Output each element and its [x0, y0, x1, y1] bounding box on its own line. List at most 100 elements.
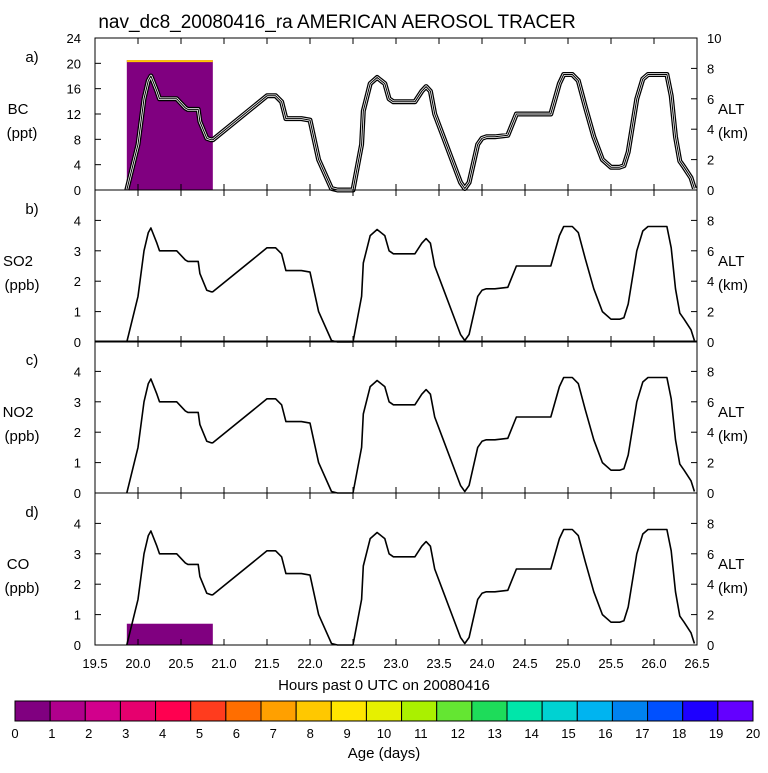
- colorbar-tick-label: 2: [85, 726, 92, 741]
- colorbar-tick-label: 11: [414, 726, 428, 741]
- y-tick-label: 1: [74, 456, 81, 471]
- alt-tick-label: 0: [707, 486, 714, 501]
- colorbar-swatch: [682, 700, 719, 722]
- colorbar-label: Age (days): [348, 745, 421, 762]
- y-axis-unit: (ppt): [7, 125, 38, 142]
- colorbar-swatch: [295, 700, 332, 722]
- colorbar-tick-label: 15: [561, 726, 575, 741]
- colorbar-swatch: [401, 700, 438, 722]
- colorbar-tick-label: 4: [159, 726, 166, 741]
- alt-tick-label: 0: [707, 638, 714, 653]
- altitude-line: [126, 225, 696, 343]
- colorbar-tick-label: 3: [122, 726, 129, 741]
- y-tick-label: 3: [74, 547, 81, 562]
- y-tick-label: 2: [74, 577, 81, 592]
- colorbar-tick-label: 12: [451, 726, 465, 741]
- y-tick-label: 4: [74, 516, 81, 531]
- colorbar-swatch: [717, 700, 754, 722]
- y-tick-label: 0: [74, 638, 81, 653]
- x-tick-label: 22.0: [297, 656, 322, 671]
- x-tick-label: 21.0: [211, 656, 236, 671]
- panel-id: b): [25, 201, 38, 218]
- panel-id: a): [25, 49, 38, 66]
- alt-axis-label: ALT: [718, 556, 744, 573]
- colorbar-tick-label: 0: [11, 726, 18, 741]
- colorbar-swatch: [611, 700, 649, 722]
- colorbar-swatch: [330, 700, 367, 722]
- colorbar-tick-label: 19: [709, 726, 723, 741]
- alt-tick-label: 4: [707, 122, 714, 137]
- y-tick-label: 24: [67, 31, 81, 46]
- y-tick-label: 4: [74, 158, 81, 173]
- colorbar-swatch: [49, 700, 86, 722]
- colorbar-swatch: [576, 700, 613, 722]
- age-colorbar: 0 1 2 3 4 5 6 7 8 9 10 11 12 13 14 15 16 17 18 19 20: [11, 700, 760, 741]
- colorbar-swatch: [119, 700, 157, 722]
- x-tick-label: 21.5: [254, 656, 279, 671]
- tracer-bar: [126, 623, 213, 645]
- y-axis-label: NO2: [3, 404, 34, 421]
- colorbar-tick-label: 7: [270, 726, 277, 741]
- alt-tick-label: 2: [707, 153, 714, 168]
- y-axis-unit: (ppb): [4, 580, 39, 597]
- alt-tick-label: 2: [707, 305, 714, 320]
- panels: 048121620240246810a)BC(ppt)ALT(km)012340…: [3, 31, 748, 671]
- alt-axis-unit: (km): [718, 125, 748, 142]
- alt-axis-unit: (km): [718, 277, 748, 294]
- x-tick-label: 26.0: [641, 656, 666, 671]
- y-tick-label: 0: [74, 486, 81, 501]
- panel-frame: [94, 340, 698, 494]
- y-axis-label: SO2: [3, 253, 33, 270]
- alt-tick-label: 4: [707, 425, 714, 440]
- y-tick-label: 8: [74, 132, 81, 147]
- colorbar-swatch: [190, 700, 227, 722]
- y-tick-label: 4: [74, 364, 81, 379]
- colorbar-tick-label: 16: [598, 726, 612, 741]
- x-tick-label: 23.0: [383, 656, 408, 671]
- alt-axis-label: ALT: [718, 253, 744, 270]
- colorbar-tick-label: 14: [524, 726, 538, 741]
- colorbar-tick-label: 1: [48, 726, 55, 741]
- y-tick-label: 1: [74, 305, 81, 320]
- panel-frame: [94, 189, 698, 343]
- alt-tick-label: 6: [707, 92, 714, 107]
- colorbar-swatch: [436, 700, 473, 722]
- x-tick-label: 24.5: [512, 656, 537, 671]
- x-tick-label: 26.5: [684, 656, 709, 671]
- y-tick-label: 1: [74, 608, 81, 623]
- altitude-line: [126, 528, 696, 646]
- panel-id: d): [25, 504, 38, 521]
- colorbar-tick-label: 5: [196, 726, 203, 741]
- colorbar-swatch: [260, 700, 297, 722]
- alt-tick-label: 4: [707, 577, 714, 592]
- y-tick-label: 12: [67, 107, 81, 122]
- colorbar-tick-label: 18: [672, 726, 686, 741]
- colorbar-tick-label: 10: [377, 726, 391, 741]
- colorbar-tick-label: 17: [635, 726, 649, 741]
- panel-3: 0 1 2 3 4 0 2 4 6 8 c) NO2 (ppb) ALT (km): [3, 340, 748, 501]
- y-tick-label: 16: [67, 82, 81, 97]
- colorbar-swatch: [471, 700, 508, 722]
- alt-tick-label: 0: [707, 335, 714, 350]
- colorbar-swatch: [14, 700, 51, 722]
- y-tick-label: 20: [67, 56, 81, 71]
- x-tick-label: 20.0: [125, 656, 150, 671]
- colorbar-swatch: [506, 700, 543, 722]
- y-tick-label: 3: [74, 244, 81, 259]
- x-tick-label: 25.5: [598, 656, 623, 671]
- colorbar-tick-label: 6: [233, 726, 240, 741]
- panel-2: 0 1 2 3 4 0 2 4 6 8 b) SO2 (ppb) ALT (km): [3, 189, 748, 350]
- x-tick-label: 19.5: [82, 656, 107, 671]
- x-tick-label: 22.5: [340, 656, 365, 671]
- colorbar-swatch: [225, 700, 262, 722]
- alt-axis-unit: (km): [718, 580, 748, 597]
- y-tick-label: 0: [74, 335, 81, 350]
- y-axis-label: CO: [7, 556, 30, 573]
- alt-tick-label: 10: [707, 31, 721, 46]
- colorbar-swatch: [647, 700, 684, 722]
- alt-tick-label: 4: [707, 274, 714, 289]
- colorbar-swatch: [155, 700, 192, 722]
- alt-tick-label: 2: [707, 608, 714, 623]
